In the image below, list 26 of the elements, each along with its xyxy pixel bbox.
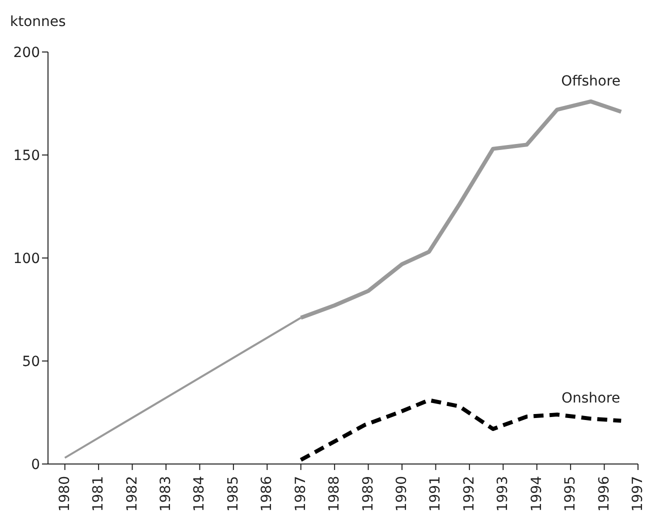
series-label: Onshore: [561, 390, 620, 407]
y-tick-label: 100: [13, 250, 40, 267]
x-tick-label: 1994: [528, 476, 545, 512]
x-tick-label: 1981: [90, 476, 107, 512]
x-tick-label: 1986: [259, 476, 276, 512]
x-tick-label: 1997: [630, 476, 646, 512]
x-tick-label: 1990: [394, 476, 410, 512]
x-tick-label: 1988: [326, 476, 343, 512]
x-tick-label: 1989: [360, 476, 376, 512]
x-tick-label: 1995: [562, 476, 579, 512]
x-tick-label: 1987: [292, 476, 309, 512]
x-tick-label: 1992: [461, 476, 478, 512]
x-tick-label: 1996: [596, 476, 612, 512]
y-tick-label: 200: [13, 44, 40, 61]
x-tick-label: 1982: [124, 476, 140, 512]
x-tick-label: 1980: [56, 476, 73, 512]
x-tick-label: 1985: [225, 476, 242, 512]
y-axis-title: ktonnes: [10, 14, 66, 30]
y-tick-label: 150: [13, 148, 40, 164]
y-tick-label: 0: [31, 456, 40, 473]
x-tick-label: 1984: [192, 476, 208, 512]
x-tick-label: 1993: [495, 476, 512, 512]
y-tick-label: 50: [22, 354, 40, 370]
x-tick-label: 1991: [428, 476, 444, 512]
x-tick-label: 1983: [158, 476, 174, 512]
series-label: Offshore: [561, 73, 621, 90]
